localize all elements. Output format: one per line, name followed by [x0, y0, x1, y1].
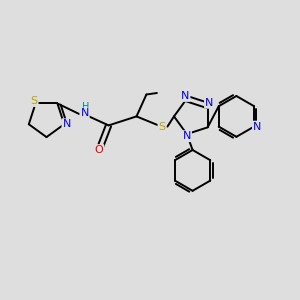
Text: S: S [158, 122, 166, 132]
Text: N: N [80, 108, 89, 118]
Text: N: N [181, 91, 190, 101]
Text: N: N [62, 119, 71, 129]
Text: S: S [31, 96, 38, 106]
Text: H: H [82, 102, 89, 112]
Text: N: N [183, 131, 191, 141]
Text: N: N [253, 122, 261, 132]
Text: N: N [205, 98, 213, 108]
Text: O: O [94, 145, 103, 155]
